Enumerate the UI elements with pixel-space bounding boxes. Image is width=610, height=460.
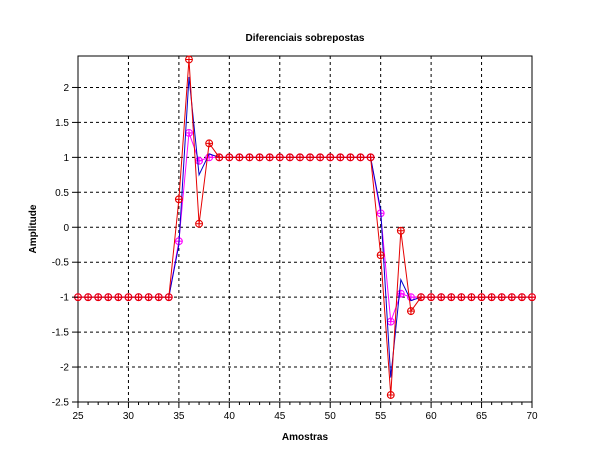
circle-plus-marker-cross	[407, 307, 415, 315]
circle-plus-marker-cross	[336, 153, 344, 161]
circle-plus-marker-cross	[195, 157, 203, 165]
axis-ticks	[72, 86, 533, 408]
y-tick-label: 1	[63, 153, 69, 164]
chart-title: Diferenciais sobrepostas	[246, 33, 365, 44]
y-tick-label: -0.5	[52, 258, 70, 269]
circle-plus-marker-cross	[145, 293, 153, 301]
circle-plus-marker-cross	[256, 153, 263, 161]
circle-plus-marker-cross	[347, 153, 354, 161]
circle-plus-marker-cross	[457, 293, 465, 301]
circle-plus-marker-cross	[447, 293, 455, 301]
y-tick-label: -1	[60, 293, 69, 304]
x-tick-label: 60	[426, 411, 438, 422]
circle-plus-marker-cross	[175, 195, 183, 203]
plot-border	[77, 55, 533, 403]
circle-plus-marker-cross	[266, 153, 274, 161]
circle-plus-marker-cross	[316, 153, 324, 161]
circle-plus-marker-cross	[125, 293, 132, 301]
circle-plus-marker-cross	[185, 56, 193, 63]
circle-plus-marker-cross	[387, 318, 395, 326]
circle-plus-marker-cross	[387, 391, 395, 399]
circle-plus-marker-cross	[135, 293, 142, 301]
circle-plus-marker-cross	[498, 293, 506, 301]
x-tick-label: 65	[476, 411, 488, 422]
x-tick-label: 50	[325, 411, 337, 422]
circle-plus-marker-cross	[296, 153, 304, 161]
x-tick-label: 40	[224, 411, 236, 422]
circle-plus-marker-cross	[417, 293, 425, 301]
axis-tick-labels: 25 30 35 40 45 50 55 60 65 70 2 1.5 1 0.5 0 -0.5 -1 -1.5 -…	[52, 83, 538, 422]
y-tick-label: 0	[63, 223, 69, 234]
y-tick-label: -2	[60, 363, 69, 374]
circle-plus-marker-cross	[185, 129, 193, 137]
circle-plus-marker-cross	[407, 293, 415, 301]
circle-plus-marker-cross	[397, 290, 405, 298]
circle-plus-marker-cross	[468, 293, 475, 301]
circle-plus-marker-cross	[427, 293, 435, 301]
circle-plus-marker-cross	[114, 293, 122, 301]
circle-plus-marker-cross	[377, 251, 385, 259]
x-tick-label: 70	[526, 411, 538, 422]
circle-plus-marker-cross	[488, 293, 496, 301]
y-tick-label: 1.5	[55, 118, 69, 129]
circle-plus-marker-cross	[306, 153, 314, 161]
x-tick-label: 35	[173, 411, 185, 422]
circle-plus-marker-cross	[225, 153, 233, 161]
x-tick-label: 30	[123, 411, 135, 422]
circle-plus-marker-cross	[205, 139, 213, 147]
y-tick-label: 2	[63, 83, 69, 94]
series-diferencial-vermelha	[74, 55, 536, 399]
circle-plus-marker-cross	[397, 227, 405, 235]
circle-plus-marker-cross	[518, 293, 526, 301]
circle-plus-marker-cross	[478, 293, 485, 301]
circle-plus-marker-cross	[246, 153, 253, 161]
x-tick-label: 55	[375, 411, 387, 422]
series-line	[78, 59, 532, 396]
circle-plus-marker-cross	[104, 293, 112, 301]
y-tick-label: -1.5	[52, 328, 70, 339]
circle-plus-marker-cross	[155, 293, 163, 301]
circle-plus-marker-cross	[84, 293, 92, 301]
circle-plus-marker-cross	[205, 153, 213, 161]
grid-lines	[77, 56, 533, 403]
series-diferencial-magenta	[74, 128, 536, 326]
circle-plus-marker-cross	[195, 220, 203, 228]
circle-plus-marker-cross	[94, 293, 102, 301]
circle-plus-marker-cross	[326, 153, 334, 161]
circle-plus-marker-cross	[508, 293, 516, 301]
circle-plus-marker-cross	[236, 153, 243, 161]
y-tick-label: 0.5	[55, 188, 69, 199]
circle-plus-marker-cross	[286, 153, 294, 161]
x-tick-label: 25	[72, 411, 84, 422]
circle-plus-marker-cross	[528, 293, 536, 301]
circle-plus-marker-cross	[357, 153, 364, 161]
data-series	[74, 55, 536, 399]
y-axis-label: Amplitude	[28, 204, 39, 253]
circle-plus-marker-cross	[367, 153, 374, 161]
y-tick-label: -2.5	[52, 398, 70, 409]
circle-plus-marker-cross	[215, 153, 223, 161]
circle-plus-marker-cross	[437, 293, 445, 301]
x-axis-label: Amostras	[282, 432, 329, 443]
circle-plus-marker-cross	[165, 293, 173, 301]
circle-plus-marker-cross	[276, 153, 284, 161]
x-tick-label: 45	[274, 411, 286, 422]
